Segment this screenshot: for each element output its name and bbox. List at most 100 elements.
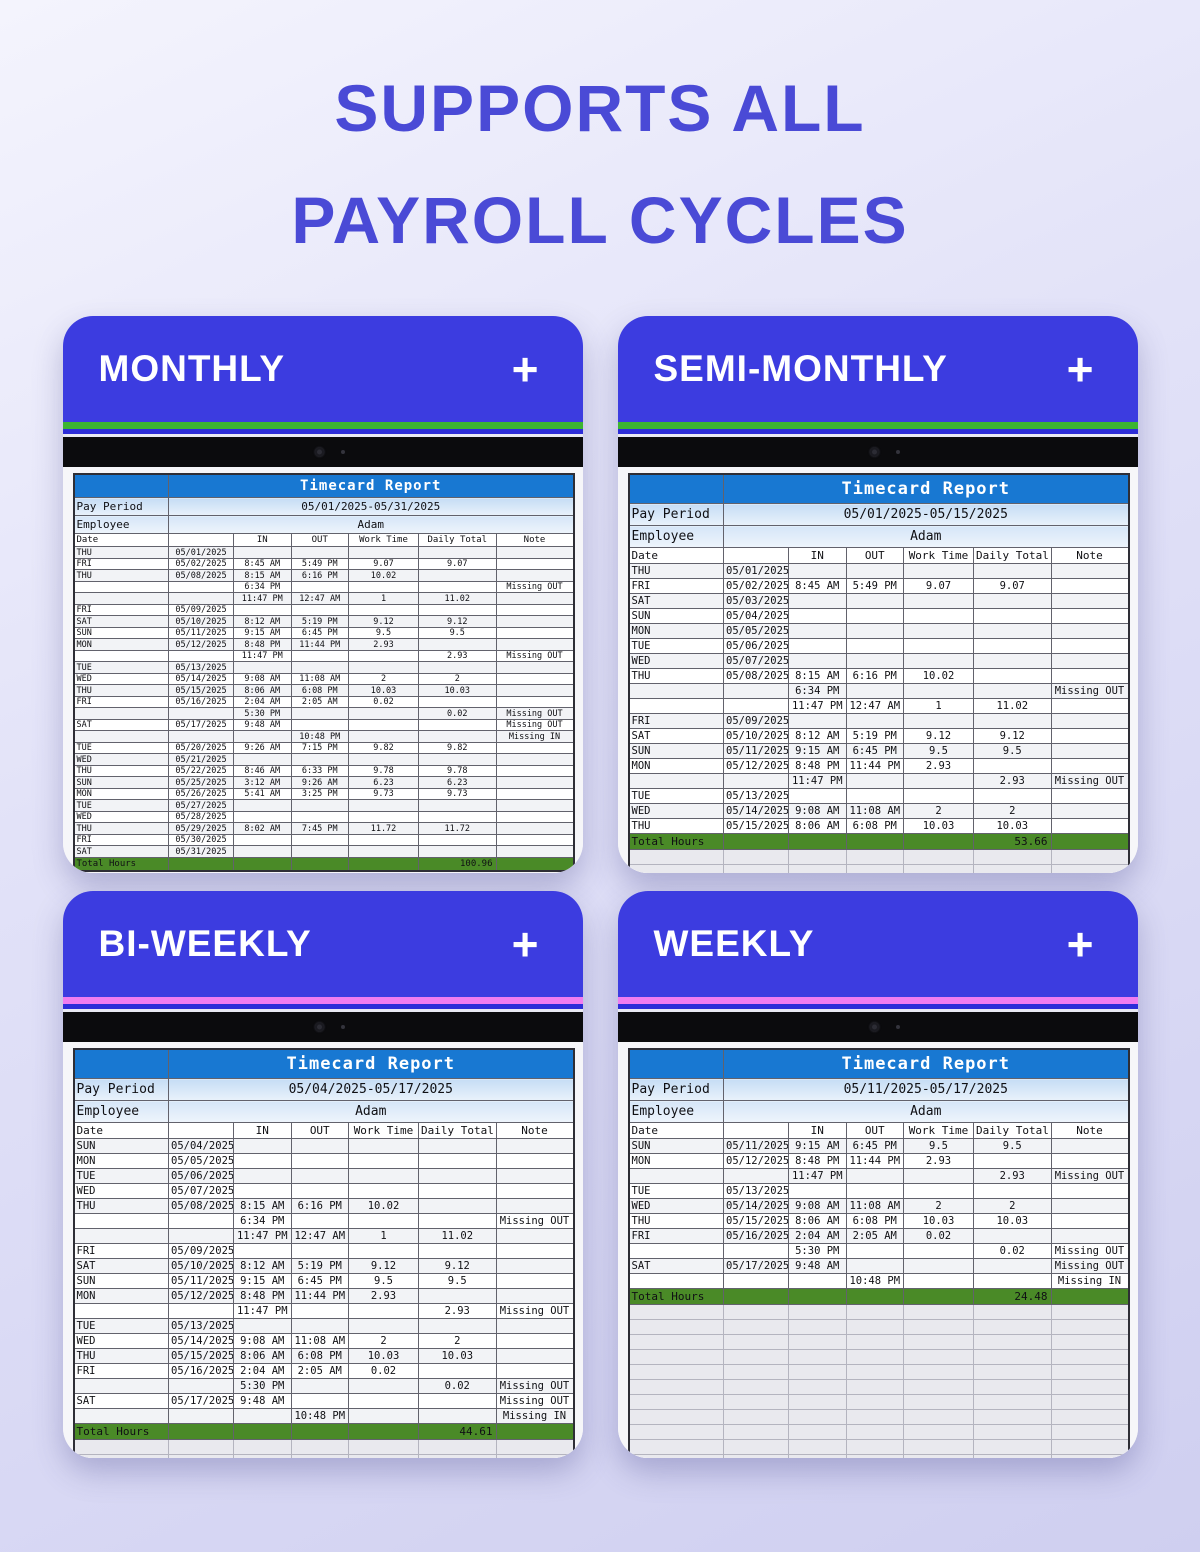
work-time-cell <box>348 580 419 594</box>
out-cell <box>290 1303 349 1320</box>
empty-cell <box>788 1379 847 1396</box>
empty-cell <box>1050 1349 1129 1366</box>
pay-period-label: Pay Period <box>73 1078 169 1102</box>
add-button[interactable]: + <box>511 342 539 395</box>
table-row: THU 05/15/2025 8:06 AM 6:08 PM 10.03 10.03 <box>628 1213 1129 1230</box>
note-cell <box>495 615 574 628</box>
daily-total-cell <box>418 810 497 824</box>
date-cell: 05/12/2025 <box>723 758 789 775</box>
daily-total-cell: 9.5 <box>418 626 497 640</box>
note-cell <box>1050 818 1129 835</box>
date-cell: 05/13/2025 <box>168 661 234 674</box>
note-cell: Missing OUT <box>1050 683 1129 700</box>
work-time-cell <box>348 1213 419 1230</box>
out-cell: 11:44 PM <box>290 638 349 651</box>
table-row: 11:47 PM 12:47 AM 1 11.02 <box>73 1228 574 1245</box>
table-row: WED 05/21/2025 <box>73 753 574 766</box>
add-button[interactable]: + <box>511 917 539 970</box>
out-cell <box>845 608 904 625</box>
work-time-cell <box>348 718 419 732</box>
day-cell: THU <box>628 1213 724 1230</box>
timecard-table: Timecard Report Pay Period 05/11/2025-05/1… <box>627 1048 1130 1459</box>
day-cell: FRI <box>73 557 169 571</box>
daily-total-cell: 9.73 <box>418 787 497 801</box>
work-time-cell: 9.07 <box>903 578 974 595</box>
table-row: WED 05/07/2025 <box>628 653 1129 670</box>
table-row: THU 05/15/2025 8:06 AM 6:08 PM 10.03 10.03 <box>73 684 574 697</box>
out-cell <box>845 683 904 700</box>
out-cell: 11:08 AM <box>845 1198 904 1215</box>
in-cell: 6:34 PM <box>233 1213 292 1230</box>
in-cell: 8:15 AM <box>233 569 292 582</box>
note-cell: Missing OUT <box>495 1303 574 1320</box>
pay-period-row: Pay Period 05/01/2025-05/31/2025 <box>73 497 574 517</box>
empty-cell <box>903 1364 974 1381</box>
day-cell: FRI <box>628 1228 724 1245</box>
empty-cell <box>290 1454 349 1459</box>
in-cell <box>233 1408 292 1425</box>
out-cell: 2:05 AM <box>845 1228 904 1245</box>
daily-total-cell <box>973 758 1052 775</box>
date-cell: 05/08/2025 <box>168 569 234 582</box>
daily-total-cell: 9.12 <box>418 615 497 628</box>
note-cell <box>495 787 574 801</box>
timecard-table: Timecard Report Pay Period 05/04/2025-05/1… <box>72 1048 575 1459</box>
column-header-out-cell: OUT <box>845 547 904 565</box>
in-cell: 9:08 AM <box>233 672 292 686</box>
empty-cell <box>628 1364 724 1381</box>
work-time-cell <box>903 623 974 640</box>
empty-cell <box>788 1454 847 1459</box>
daily-total-cell <box>973 683 1052 700</box>
table-row: MON 05/12/2025 8:48 PM 11:44 PM 2.93 <box>628 1153 1129 1170</box>
in-cell: 9:48 AM <box>788 1258 847 1275</box>
note-cell: Missing OUT <box>495 1378 574 1395</box>
panel-title: MONTHLY <box>98 348 286 390</box>
empty-cell <box>1050 1409 1129 1426</box>
work-time-cell <box>903 593 974 610</box>
empty-cell <box>723 1439 789 1456</box>
table-row: SAT 05/17/2025 9:48 AM Missing OUT <box>628 1258 1129 1275</box>
date-cell <box>723 683 789 700</box>
date-cell: 05/15/2025 <box>723 818 789 835</box>
add-button[interactable]: + <box>1066 917 1094 970</box>
spreadsheet-semi-monthly: Timecard Report Pay Period 05/01/2025-05/1… <box>617 467 1138 874</box>
day-cell: SAT <box>628 1258 724 1275</box>
note-cell <box>1050 638 1129 655</box>
empty-cell <box>628 1439 724 1456</box>
daily-total-cell <box>973 668 1052 685</box>
work-time-cell <box>348 661 419 674</box>
date-cell <box>168 1303 234 1320</box>
note-cell <box>495 753 574 766</box>
table-row: MON 05/05/2025 <box>628 623 1129 640</box>
empty-grid-row <box>628 1319 1129 1336</box>
table-row: FRI 05/09/2025 <box>73 1243 574 1260</box>
empty-cell <box>1050 1379 1129 1396</box>
table-row: MON 05/12/2025 8:48 PM 11:44 PM 2.93 <box>73 638 574 651</box>
in-cell: 8:15 AM <box>233 1198 292 1215</box>
empty-cell <box>845 1349 904 1366</box>
page-title: SUPPORTS ALL PAYROLL CYCLES <box>0 52 1200 276</box>
daily-total-cell: 2 <box>973 803 1052 820</box>
empty-cell <box>788 1304 847 1321</box>
work-time-cell <box>348 1303 419 1320</box>
note-cell: Missing OUT <box>495 649 574 663</box>
day-cell: FRI <box>628 713 724 730</box>
add-button[interactable]: + <box>1066 342 1094 395</box>
table-row: TUE 05/13/2025 <box>73 1318 574 1335</box>
pay-period-row: Pay Period 05/01/2025-05/15/2025 <box>628 503 1129 527</box>
empty-cell <box>903 1304 974 1321</box>
empty-cell <box>1050 1454 1129 1459</box>
column-header-work-time-cell: Work Time <box>903 547 974 565</box>
note-cell <box>495 1363 574 1380</box>
total-filler-cell <box>903 833 974 851</box>
in-cell: 2:04 AM <box>233 695 292 709</box>
empty-cell <box>1050 1424 1129 1441</box>
date-cell: 05/07/2025 <box>723 653 789 670</box>
in-cell: 8:06 AM <box>788 818 847 835</box>
table-row: WED 05/14/2025 9:08 AM 11:08 AM 2 2 <box>73 672 574 686</box>
empty-cell <box>628 849 724 866</box>
note-cell: Missing IN <box>1050 1273 1129 1290</box>
out-cell <box>290 661 349 674</box>
date-cell: 05/29/2025 <box>168 822 234 835</box>
empty-cell <box>168 1454 234 1459</box>
